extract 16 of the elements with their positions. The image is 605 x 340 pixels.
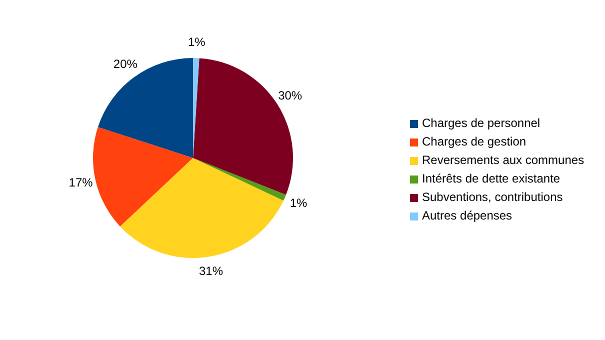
legend-label: Charges de personnel <box>422 116 540 130</box>
data-label: 30% <box>278 88 302 103</box>
pie-slice <box>93 127 193 226</box>
data-label: 17% <box>68 175 94 190</box>
data-label: 31% <box>198 264 224 278</box>
pie-slice <box>120 158 284 258</box>
legend-label: Reversements aux communes <box>422 153 584 168</box>
data-label: 1% <box>290 196 308 210</box>
pie-slice <box>193 158 286 201</box>
data-label: 20% <box>113 57 138 72</box>
legend-label: Charges de gestion <box>422 134 526 149</box>
legend-label: Autres dépenses <box>422 208 512 223</box>
data-label: 1% <box>188 35 206 50</box>
legend-label: Subventions, contributions <box>422 190 563 204</box>
legend-label: Intérêts de dette existante <box>422 172 560 186</box>
pie-slice <box>98 58 193 158</box>
